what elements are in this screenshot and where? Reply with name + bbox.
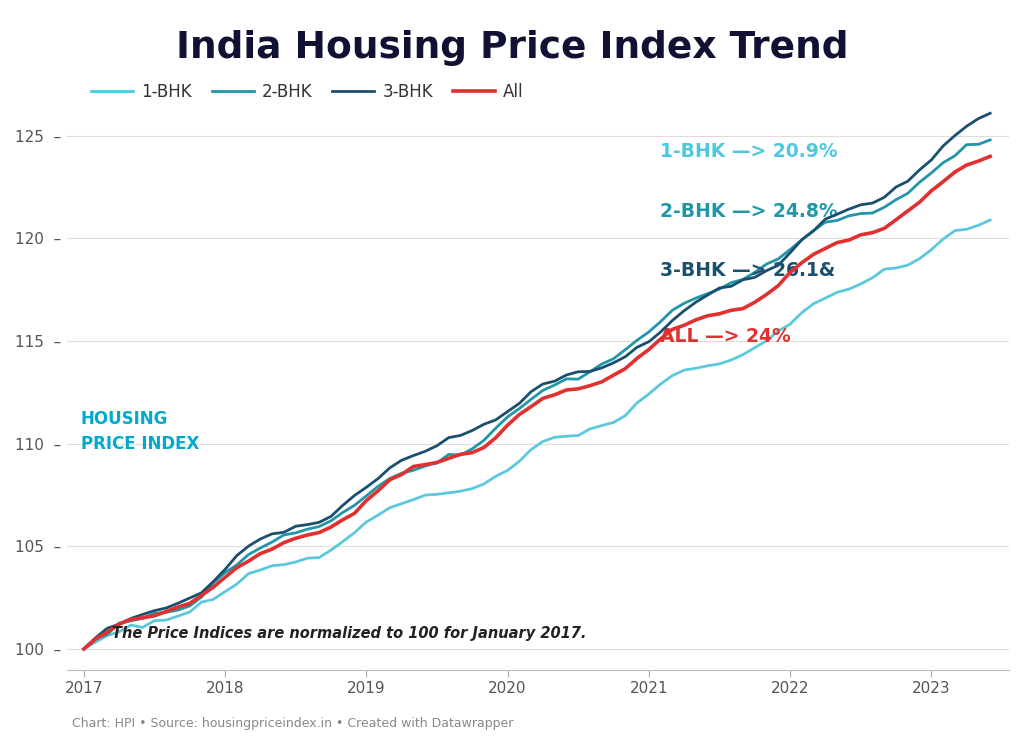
Legend: 1-BHK, 2-BHK, 3-BHK, All: 1-BHK, 2-BHK, 3-BHK, All — [85, 76, 530, 108]
Text: 3-BHK —> 26.1&: 3-BHK —> 26.1& — [660, 262, 836, 280]
Text: India Housing Price Index Trend: India Housing Price Index Trend — [176, 30, 848, 66]
Text: 1-BHK —> 20.9%: 1-BHK —> 20.9% — [660, 142, 838, 161]
Text: HOUSING
PRICE INDEX: HOUSING PRICE INDEX — [81, 410, 200, 453]
Text: The Price Indices are normalized to 100 for January 2017.: The Price Indices are normalized to 100 … — [112, 626, 587, 641]
Text: ALL —> 24%: ALL —> 24% — [660, 327, 792, 346]
Text: 2-BHK —> 24.8%: 2-BHK —> 24.8% — [660, 202, 838, 221]
Text: Chart: HPI • Source: housingpriceindex.in • Created with Datawrapper: Chart: HPI • Source: housingpriceindex.i… — [72, 717, 513, 730]
